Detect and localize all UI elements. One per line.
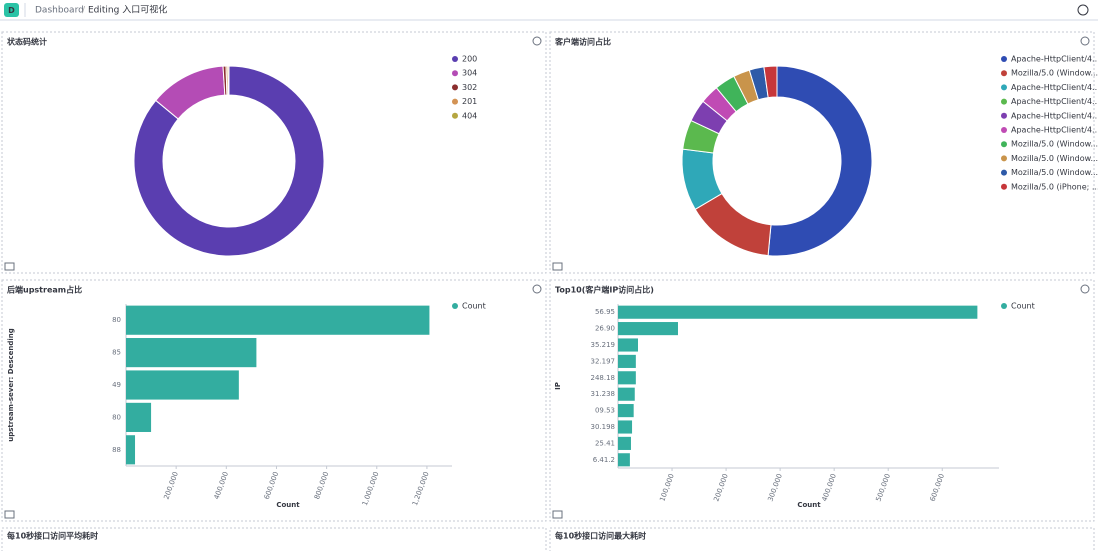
- legend-label[interactable]: Mozilla/5.0 (Window...: [1011, 154, 1098, 163]
- breadcrumb-separator: /: [82, 6, 86, 16]
- legend-swatch[interactable]: [452, 56, 458, 62]
- y-tick-label: 6.41.2: [593, 456, 615, 464]
- legend-swatch[interactable]: [1001, 70, 1007, 77]
- y-tick-label: 32.197: [591, 357, 616, 365]
- bar: [618, 338, 638, 352]
- legend-label[interactable]: Apache-HttpClient/4...: [1011, 126, 1098, 135]
- breadcrumb[interactable]: Dashboard: [35, 6, 84, 16]
- y-tick-label: 56.95: [595, 308, 615, 316]
- panel-title: 后端upstream占比: [7, 285, 82, 295]
- y-tick-label: 30.198: [591, 423, 616, 431]
- legend-label[interactable]: 200: [462, 55, 477, 64]
- legend-swatch[interactable]: [1001, 84, 1007, 91]
- legend-label[interactable]: 302: [462, 83, 477, 92]
- legend-swatch[interactable]: [1001, 112, 1007, 119]
- pie-slice: [767, 65, 873, 257]
- bar: [618, 354, 636, 368]
- legend-toggle[interactable]: [4, 510, 15, 519]
- y-tick-label: 88: [112, 446, 121, 454]
- legend-swatch[interactable]: [1001, 169, 1007, 176]
- y-tick-label: 26.90: [595, 325, 615, 333]
- bar: [618, 453, 630, 467]
- panel: [549, 279, 1095, 522]
- y-tick-label: 248.18: [591, 374, 616, 382]
- y-tick-label: 09.53: [595, 407, 615, 415]
- bar: [126, 402, 152, 432]
- bar: [618, 305, 978, 319]
- bar: [126, 435, 136, 465]
- gear-icon[interactable]: [1080, 36, 1090, 46]
- legend-toggle[interactable]: [552, 262, 563, 271]
- legend-swatch[interactable]: [1001, 141, 1007, 148]
- y-tick-label: 80: [112, 316, 121, 324]
- y-tick-label: 49: [112, 381, 121, 389]
- legend-label[interactable]: Count: [1011, 302, 1035, 311]
- legend-swatch[interactable]: [452, 70, 458, 77]
- pie-slice: [763, 65, 778, 99]
- y-tick-label: 85: [112, 349, 121, 357]
- legend-swatch[interactable]: [1001, 56, 1007, 62]
- bar: [618, 436, 631, 450]
- bar: [618, 420, 633, 434]
- avatar[interactable]: [4, 3, 19, 17]
- gear-icon[interactable]: [532, 284, 542, 294]
- bar: [618, 387, 635, 401]
- bar: [618, 371, 636, 385]
- breadcrumb-current: Editing 入口可视化: [88, 4, 167, 16]
- legend-swatch[interactable]: [452, 112, 458, 119]
- bar: [126, 370, 239, 400]
- bar: [618, 404, 634, 418]
- legend-swatch[interactable]: [1001, 303, 1007, 309]
- legend-swatch[interactable]: [1001, 98, 1007, 105]
- legend-label[interactable]: Mozilla/5.0 (Window...: [1011, 168, 1098, 177]
- y-axis-label: upstream-sever: Descending: [7, 328, 15, 442]
- panel-title: 客户端访问占比: [554, 37, 611, 47]
- panel-title: 每10秒接口访问平均耗时: [7, 531, 98, 541]
- panel-title: 每10秒接口访问最大耗时: [555, 531, 646, 541]
- y-tick-label: 80: [112, 413, 121, 421]
- pie-slice: [227, 65, 230, 96]
- legend-swatch[interactable]: [1001, 183, 1007, 190]
- x-axis-label: Count: [276, 501, 300, 509]
- legend-label[interactable]: Apache-HttpClient/4...: [1011, 83, 1098, 92]
- legend-swatch[interactable]: [452, 303, 458, 309]
- help-icon[interactable]: [1077, 4, 1089, 16]
- y-tick-label: 35.219: [591, 341, 616, 349]
- bar: [126, 305, 430, 335]
- top-bar: [0, 0, 1098, 20]
- legend-label[interactable]: Count: [462, 302, 486, 311]
- pie-slice: [133, 65, 325, 257]
- bar: [618, 322, 678, 336]
- legend-label[interactable]: Apache-HttpClient/4...: [1011, 111, 1098, 120]
- bar: [126, 338, 257, 368]
- legend-label[interactable]: Mozilla/5.0 (Window...: [1011, 140, 1098, 149]
- gear-icon[interactable]: [532, 36, 542, 46]
- legend-swatch[interactable]: [1001, 127, 1007, 133]
- gear-icon[interactable]: [1080, 284, 1090, 294]
- avatar-letter: D: [8, 6, 15, 15]
- legend-toggle[interactable]: [552, 510, 563, 519]
- y-tick-label: 31.238: [591, 390, 616, 398]
- legend-label[interactable]: Mozilla/5.0 (iPhone; ...: [1011, 182, 1098, 191]
- legend-label[interactable]: Apache-HttpClient/4...: [1011, 55, 1098, 64]
- legend-label[interactable]: Apache-HttpClient/4...: [1011, 97, 1098, 106]
- legend-toggle[interactable]: [4, 262, 15, 271]
- legend-swatch[interactable]: [452, 84, 458, 91]
- legend-label[interactable]: Mozilla/5.0 (Window...: [1011, 69, 1098, 78]
- legend-label[interactable]: 304: [462, 69, 477, 78]
- y-axis-label: IP: [554, 382, 562, 390]
- legend-swatch[interactable]: [1001, 155, 1007, 162]
- x-axis-label: Count: [797, 501, 821, 509]
- y-tick-label: 25.41: [595, 439, 615, 447]
- legend-label[interactable]: 404: [462, 111, 477, 120]
- legend-label[interactable]: 201: [462, 97, 477, 106]
- panel-title: Top10(客户端IP访问占比): [555, 285, 654, 295]
- legend-swatch[interactable]: [452, 98, 458, 105]
- panel-title: 状态码统计: [7, 37, 47, 47]
